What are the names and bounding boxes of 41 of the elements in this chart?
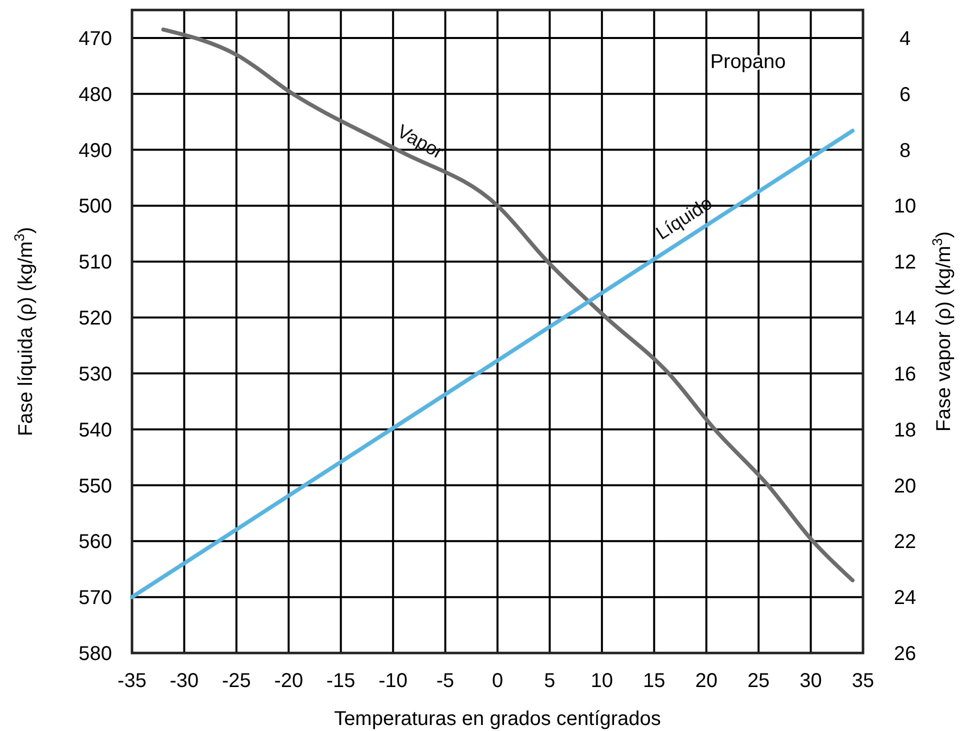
x-tick-label: -5 — [436, 670, 454, 692]
y-tick-label: 530 — [78, 363, 112, 386]
y2-tick-label: 6 — [899, 84, 911, 106]
x-tick-label: 5 — [544, 670, 556, 692]
y-tick-label: 540 — [78, 419, 112, 442]
x-tick-label: 25 — [747, 670, 770, 692]
y2-tick-label: 14 — [894, 308, 916, 330]
x-tick-label: -35 — [118, 670, 146, 692]
x-tick-label: 20 — [695, 670, 718, 692]
x-tick-label: 10 — [590, 670, 614, 692]
y2-tick-label: 16 — [894, 363, 916, 386]
y2-tick-label: 20 — [894, 475, 916, 498]
y-tick-label: 470 — [78, 28, 112, 50]
y2-tick-label: 8 — [899, 140, 911, 162]
y2-tick-label: 22 — [894, 531, 916, 554]
x-tick-label: -30 — [170, 670, 199, 692]
y-tick-label: 580 — [78, 643, 112, 665]
y2-tick-label: 24 — [894, 587, 916, 610]
x-tick-label: 35 — [852, 670, 874, 692]
y-tick-label: 480 — [78, 84, 112, 106]
y-tick-label: 510 — [78, 252, 112, 274]
y2-tick-label: 26 — [894, 643, 916, 665]
x-tick-label: -10 — [378, 670, 408, 692]
x-tick-label: -20 — [274, 670, 304, 692]
x-axis-title: Temperaturas en grados centígrados — [334, 708, 661, 730]
line-series — [161, 28, 855, 582]
y-tick-label: 520 — [78, 308, 112, 330]
y-tick-label: 500 — [78, 196, 112, 218]
y-tick-label: 570 — [78, 587, 112, 610]
y-tick-label: 560 — [78, 531, 112, 554]
y-tick-label: 550 — [78, 475, 112, 498]
x-tick-label: -15 — [326, 670, 356, 692]
x-tick-label: 30 — [800, 670, 822, 692]
x-tick-label: 0 — [492, 670, 504, 692]
x-tick-label: 15 — [643, 670, 666, 692]
x-tick-label: -25 — [222, 670, 251, 692]
y2-tick-label: 4 — [899, 28, 911, 50]
y2-tick-label: 10 — [894, 196, 916, 218]
y-tick-label: 490 — [78, 140, 112, 162]
y2-tick-label: 12 — [894, 252, 916, 274]
y2-tick-label: 18 — [894, 419, 916, 442]
